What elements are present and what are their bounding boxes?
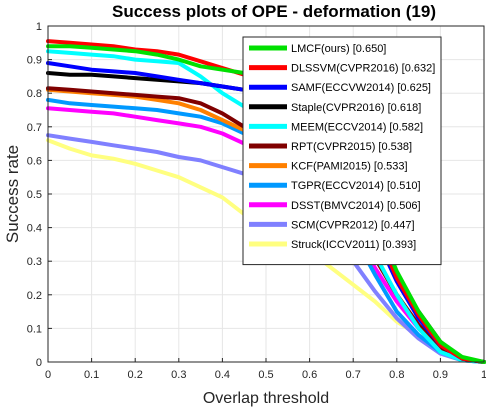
x-tick-label: 0.8 bbox=[389, 369, 404, 381]
y-axis-label: Success rate bbox=[3, 145, 22, 243]
legend-entry-label: DSST(BMVC2014) [0.506] bbox=[291, 200, 421, 212]
legend: LMCF(ours) [0.650] DLSSVM(CVPR2016) [0.63… bbox=[242, 36, 442, 266]
y-tick-label: 0.6 bbox=[27, 155, 42, 167]
x-tick-label: 0.5 bbox=[258, 369, 273, 381]
legend-entry-label: SAMF(ECCVW2014) [0.625] bbox=[291, 82, 431, 94]
x-tick-label: 0.6 bbox=[302, 369, 317, 381]
y-tick-label: 0.3 bbox=[27, 256, 42, 268]
y-tick-label: 0.9 bbox=[27, 55, 42, 67]
legend-entry-label: RPT(CVPR2015) [0.538] bbox=[291, 141, 412, 153]
chart-title: Success plots of OPE - deformation (19) bbox=[112, 2, 436, 21]
y-tick-label: 0.1 bbox=[27, 323, 42, 335]
x-tick-label: 0.9 bbox=[433, 369, 448, 381]
legend-entry-label: Struck(ICCV2011) [0.393] bbox=[291, 239, 416, 251]
y-tick-label: 0.4 bbox=[27, 223, 42, 235]
y-tick-label: 1 bbox=[36, 21, 42, 33]
legend-entry-label: LMCF(ours) [0.650] bbox=[291, 43, 386, 55]
legend-entry-label: Staple(CVPR2016) [0.618] bbox=[291, 102, 421, 114]
x-tick-label: 0.1 bbox=[84, 369, 99, 381]
y-tick-label: 0.8 bbox=[27, 88, 42, 100]
legend-entry-label: SCM(CVPR2012) [0.447] bbox=[291, 219, 415, 231]
y-tick-label: 0.5 bbox=[27, 189, 42, 201]
legend-entry-label: MEEM(ECCV2014) [0.582] bbox=[291, 121, 423, 133]
legend-entry-label: KCF(PAMI2015) [0.533] bbox=[291, 161, 408, 173]
x-tick-label: 0.3 bbox=[171, 369, 186, 381]
y-tick-label: 0 bbox=[36, 357, 42, 369]
x-tick-label: 0 bbox=[45, 369, 51, 381]
x-axis-label: Overlap threshold bbox=[203, 390, 329, 407]
x-tick-label: 0.7 bbox=[346, 369, 361, 381]
legend-entry-label: TGPR(ECCV2014) [0.510] bbox=[291, 180, 421, 192]
y-tick-label: 0.7 bbox=[27, 122, 42, 134]
x-tick-label: 0.2 bbox=[128, 369, 143, 381]
x-tick-label: 1 bbox=[481, 369, 486, 381]
y-tick-label: 0.2 bbox=[27, 290, 42, 302]
x-tick-label: 0.4 bbox=[215, 369, 230, 381]
axis-ticks: 0 0.1 0.2 0.3 0.4 0.5 0.6 0.7 0.8 0.9 1 0 0.1 0.2 0.3 0… bbox=[27, 21, 486, 381]
legend-entry-label: DLSSVM(CVPR2016) [0.632] bbox=[291, 63, 435, 75]
